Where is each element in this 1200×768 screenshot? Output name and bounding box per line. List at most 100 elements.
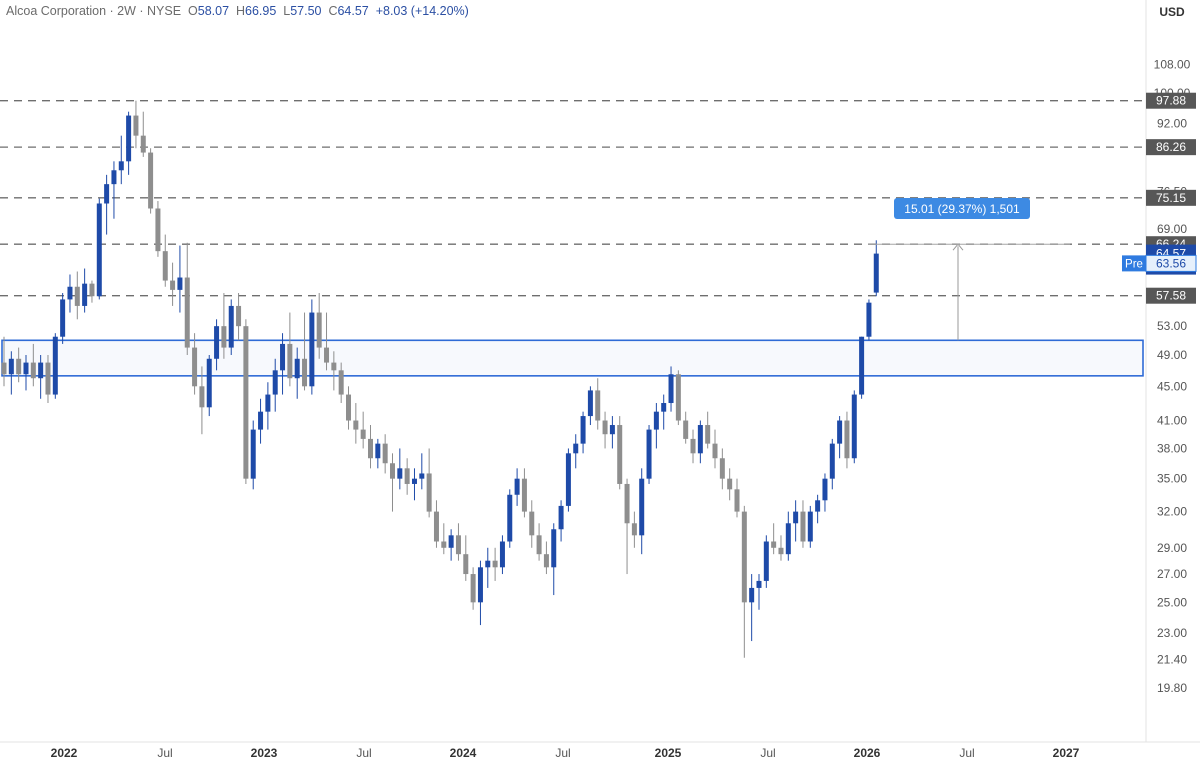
candle-body <box>250 429 256 479</box>
candle <box>294 347 300 399</box>
candle <box>778 535 784 561</box>
zone-layer <box>1 339 1144 377</box>
candle <box>675 370 681 426</box>
candle-body <box>60 299 66 337</box>
candle <box>807 505 813 548</box>
candle-body <box>602 420 608 435</box>
measure-label-box <box>894 198 1030 219</box>
candle-body <box>646 429 652 479</box>
candle-body <box>265 394 271 412</box>
candle <box>397 448 403 490</box>
candle <box>214 319 220 371</box>
candle <box>346 386 352 430</box>
candle-body <box>675 374 681 421</box>
candle <box>771 523 777 555</box>
candle-body <box>573 443 579 454</box>
legend-symbol: Alcoa Corporation · 2W · NYSE <box>6 4 182 18</box>
candle <box>272 358 278 412</box>
candle <box>741 505 747 658</box>
candle-body <box>45 362 51 395</box>
x-tick-label: Jul <box>959 746 974 760</box>
candle <box>111 161 117 219</box>
candle <box>148 148 154 214</box>
candle-body <box>155 208 161 252</box>
level-tag <box>1146 139 1196 156</box>
legend-low: 57.50 <box>290 4 322 18</box>
candle-body <box>807 511 813 542</box>
candle <box>389 453 395 512</box>
candle <box>140 111 146 157</box>
candle <box>199 366 205 435</box>
legend-high-label: H <box>235 4 246 18</box>
candle <box>243 319 249 484</box>
candle <box>16 347 22 383</box>
x-tick-label: Jul <box>157 746 172 760</box>
candle-body <box>837 420 843 444</box>
legend: Alcoa Corporation · 2W · NYSE O58.07 H66… <box>6 4 469 18</box>
candles <box>1 100 879 658</box>
candle-body <box>639 478 645 536</box>
price-axis[interactable]: USD108.00100.0092.0086.0076.5069.0057.58… <box>1122 5 1197 695</box>
candle <box>45 355 51 404</box>
candle-body <box>609 425 615 435</box>
time-axis[interactable]: 2022 Jul 2023 Jul 2024 Jul 2025 Jul 2026 Jul 2027 <box>51 746 1080 760</box>
candle-body <box>331 362 337 371</box>
candle <box>851 390 857 464</box>
candle-body <box>727 478 733 490</box>
measure-label: 15.01 (29.37%) 1,501 <box>904 202 1020 216</box>
candle <box>705 411 711 449</box>
legend-high: 66.95 <box>245 4 277 18</box>
y-tick-label: 41.00 <box>1157 414 1187 428</box>
candle-body <box>749 587 755 603</box>
y-tick-label: 25.00 <box>1157 595 1187 609</box>
candle <box>302 312 308 391</box>
candle <box>822 473 828 512</box>
candle-body <box>38 362 44 379</box>
candle <box>551 523 557 596</box>
candle <box>587 386 593 426</box>
legend-close: 64.57 <box>337 4 369 18</box>
candle <box>89 280 95 303</box>
candle-body <box>631 523 637 536</box>
x-tick-label: Jul <box>555 746 570 760</box>
candle-body <box>763 541 769 581</box>
x-tick-label: 2026 <box>854 746 881 760</box>
candle-body <box>697 425 703 454</box>
candle <box>683 411 689 444</box>
candle <box>104 174 110 235</box>
candle-body <box>492 560 498 568</box>
candle-body <box>851 394 857 459</box>
candle-body <box>389 463 395 479</box>
candle <box>426 448 432 518</box>
candle-body <box>507 494 513 542</box>
candle-body <box>360 429 366 439</box>
x-tick-label: 2027 <box>1053 746 1080 760</box>
candle-body <box>16 358 22 375</box>
candle <box>646 425 652 484</box>
candle <box>236 293 242 341</box>
candle-body <box>23 362 29 375</box>
candle <box>338 362 344 404</box>
candle-body <box>822 478 828 501</box>
candle <box>595 378 601 430</box>
candle-body <box>624 483 630 524</box>
candle <box>624 478 630 575</box>
candle <box>316 293 322 359</box>
candle-body <box>82 283 88 306</box>
candle-body <box>404 468 410 484</box>
candle <box>228 299 234 356</box>
candle-body <box>1 362 7 375</box>
candle-body <box>873 253 879 293</box>
y-tick-label: 32.00 <box>1157 505 1187 519</box>
y-tick-label: 92.00 <box>1157 116 1187 130</box>
candle-body <box>30 362 36 379</box>
candle-body <box>243 326 249 479</box>
candle <box>815 494 821 524</box>
candle-body <box>368 438 373 459</box>
measure-tool[interactable]: 15.01 (29.37%) 1,501 <box>868 198 1070 341</box>
candle <box>309 299 315 395</box>
candle-body <box>514 478 520 495</box>
candle <box>404 458 410 495</box>
